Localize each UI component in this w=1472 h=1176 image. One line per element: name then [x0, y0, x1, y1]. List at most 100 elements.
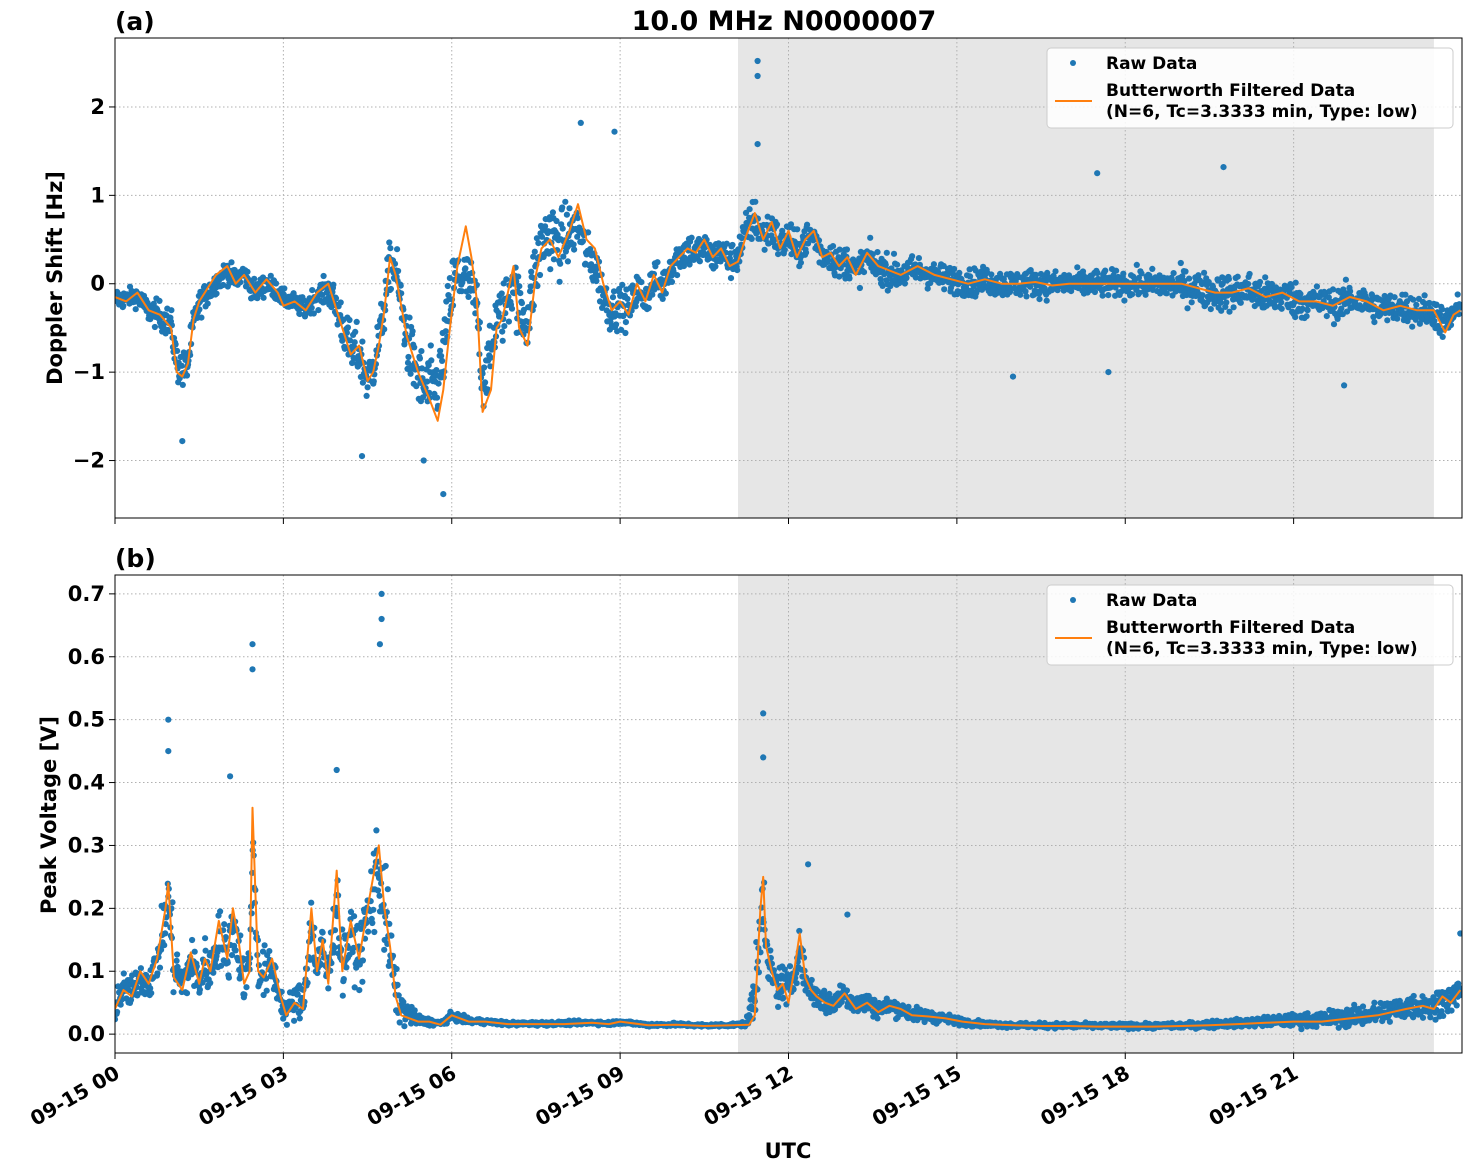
raw-point	[674, 272, 680, 278]
raw-point	[1341, 382, 1347, 388]
raw-point	[417, 355, 423, 361]
raw-point	[1292, 314, 1298, 320]
raw-point	[638, 279, 644, 285]
raw-point	[689, 235, 695, 241]
raw-point	[846, 275, 852, 281]
raw-point	[537, 272, 543, 278]
raw-point	[184, 990, 190, 996]
raw-point	[197, 987, 203, 993]
raw-point	[755, 141, 761, 147]
raw-point	[1305, 307, 1311, 313]
raw-point	[192, 949, 198, 955]
raw-point	[905, 1004, 911, 1010]
raw-point	[364, 393, 370, 399]
raw-point	[560, 226, 566, 232]
raw-point	[443, 328, 449, 334]
raw-point	[369, 920, 375, 926]
raw-point	[1208, 306, 1214, 312]
raw-point	[550, 209, 556, 215]
raw-point	[198, 315, 204, 321]
raw-point	[424, 379, 430, 385]
raw-point	[410, 328, 416, 334]
raw-point	[803, 250, 809, 256]
raw-point	[1220, 164, 1226, 170]
raw-point	[516, 283, 522, 289]
raw-point	[1409, 324, 1415, 330]
raw-point	[506, 319, 512, 325]
raw-point	[225, 960, 231, 966]
raw-point	[281, 285, 287, 291]
raw-point	[244, 269, 250, 275]
raw-point	[345, 324, 351, 330]
raw-point	[320, 930, 326, 936]
raw-point	[120, 303, 126, 309]
raw-point	[557, 261, 563, 267]
raw-point	[174, 951, 180, 957]
raw-point	[1184, 305, 1190, 311]
raw-point	[809, 977, 815, 983]
raw-point	[1410, 297, 1416, 303]
raw-point	[1231, 304, 1237, 310]
raw-point	[373, 827, 379, 833]
raw-point	[951, 266, 957, 272]
raw-point	[356, 987, 362, 993]
chart-title: 10.0 MHz N0000007	[632, 6, 937, 37]
raw-point	[1102, 268, 1108, 274]
raw-point	[1105, 369, 1111, 375]
raw-point	[174, 958, 180, 964]
raw-point	[1113, 268, 1119, 274]
raw-point	[532, 249, 538, 255]
raw-point	[752, 199, 758, 205]
raw-point	[401, 1023, 407, 1029]
raw-point	[1201, 270, 1207, 276]
raw-point	[179, 438, 185, 444]
raw-point	[517, 290, 523, 296]
raw-point	[1278, 299, 1284, 305]
raw-point	[297, 1015, 303, 1021]
raw-point	[1455, 291, 1461, 297]
raw-point	[217, 908, 223, 914]
raw-point	[660, 296, 666, 302]
raw-point	[352, 339, 358, 345]
raw-point	[1143, 292, 1149, 298]
raw-point	[622, 330, 628, 336]
raw-point	[273, 280, 279, 286]
raw-point	[1094, 270, 1100, 276]
raw-point	[821, 988, 827, 994]
raw-point	[228, 259, 234, 265]
raw-point	[351, 913, 357, 919]
raw-point	[251, 276, 257, 282]
raw-point	[359, 339, 365, 345]
raw-point	[376, 893, 382, 899]
raw-point	[941, 286, 947, 292]
raw-point	[762, 247, 768, 253]
raw-point	[1330, 286, 1336, 292]
raw-point	[654, 259, 660, 265]
raw-point	[405, 354, 411, 360]
raw-point	[418, 348, 424, 354]
raw-point	[509, 306, 515, 312]
raw-point	[619, 282, 625, 288]
raw-point	[1186, 276, 1192, 282]
raw-point	[1439, 306, 1445, 312]
raw-point	[1010, 374, 1016, 380]
raw-point	[669, 279, 675, 285]
raw-point	[909, 253, 915, 259]
raw-point	[207, 980, 213, 986]
raw-point	[755, 73, 761, 79]
raw-point	[830, 243, 836, 249]
raw-point	[308, 900, 314, 906]
raw-point	[571, 247, 577, 253]
raw-point	[346, 317, 352, 323]
raw-point	[365, 929, 371, 935]
raw-point	[1247, 271, 1253, 277]
raw-point	[528, 269, 534, 275]
raw-point	[1238, 300, 1244, 306]
raw-point	[782, 247, 788, 253]
raw-point	[179, 363, 185, 369]
raw-point	[406, 315, 412, 321]
raw-point	[428, 342, 434, 348]
raw-point	[755, 58, 761, 64]
raw-point	[1384, 317, 1390, 323]
